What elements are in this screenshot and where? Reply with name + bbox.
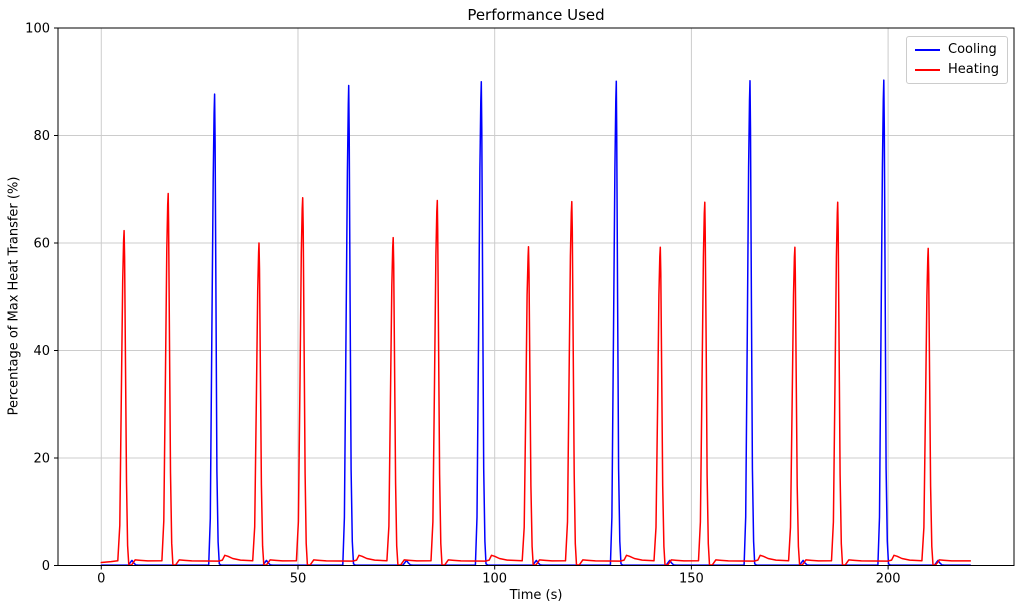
y-tick-label: 100 (25, 22, 50, 37)
grid-lines (58, 27, 1014, 566)
x-axis-label: Time (s) (509, 588, 563, 603)
cooling-line-swatch-icon (915, 49, 940, 51)
x-tick-label: 50 (290, 572, 307, 587)
x-tick-label: 200 (876, 572, 901, 587)
tick-labels: 0 50 100 150 200 0 20 40 60 80 100 (25, 22, 900, 587)
x-tick-label: 150 (679, 572, 704, 587)
legend-label-heating: Heating (948, 62, 999, 77)
series-line-heating (100, 192, 972, 566)
axes-border (57, 27, 1015, 566)
tick-marks (54, 27, 889, 570)
heating-line-swatch-icon (915, 69, 940, 71)
y-tick-label: 0 (42, 559, 50, 574)
legend-item-heating: Heating (915, 63, 999, 77)
y-tick-label: 20 (33, 452, 50, 467)
x-tick-label: 0 (97, 572, 105, 587)
y-axis-label: Percentage of Max Heat Transfer (%) (6, 176, 22, 416)
legend-label-cooling: Cooling (948, 42, 997, 57)
chart-title: Performance Used (467, 6, 605, 24)
y-tick-label: 60 (33, 237, 50, 252)
y-tick-label: 80 (33, 129, 50, 144)
x-tick-label: 100 (482, 572, 507, 587)
legend-item-cooling: Cooling (915, 43, 999, 57)
y-tick-label: 40 (33, 344, 50, 359)
legend: Cooling Heating (906, 36, 1008, 84)
